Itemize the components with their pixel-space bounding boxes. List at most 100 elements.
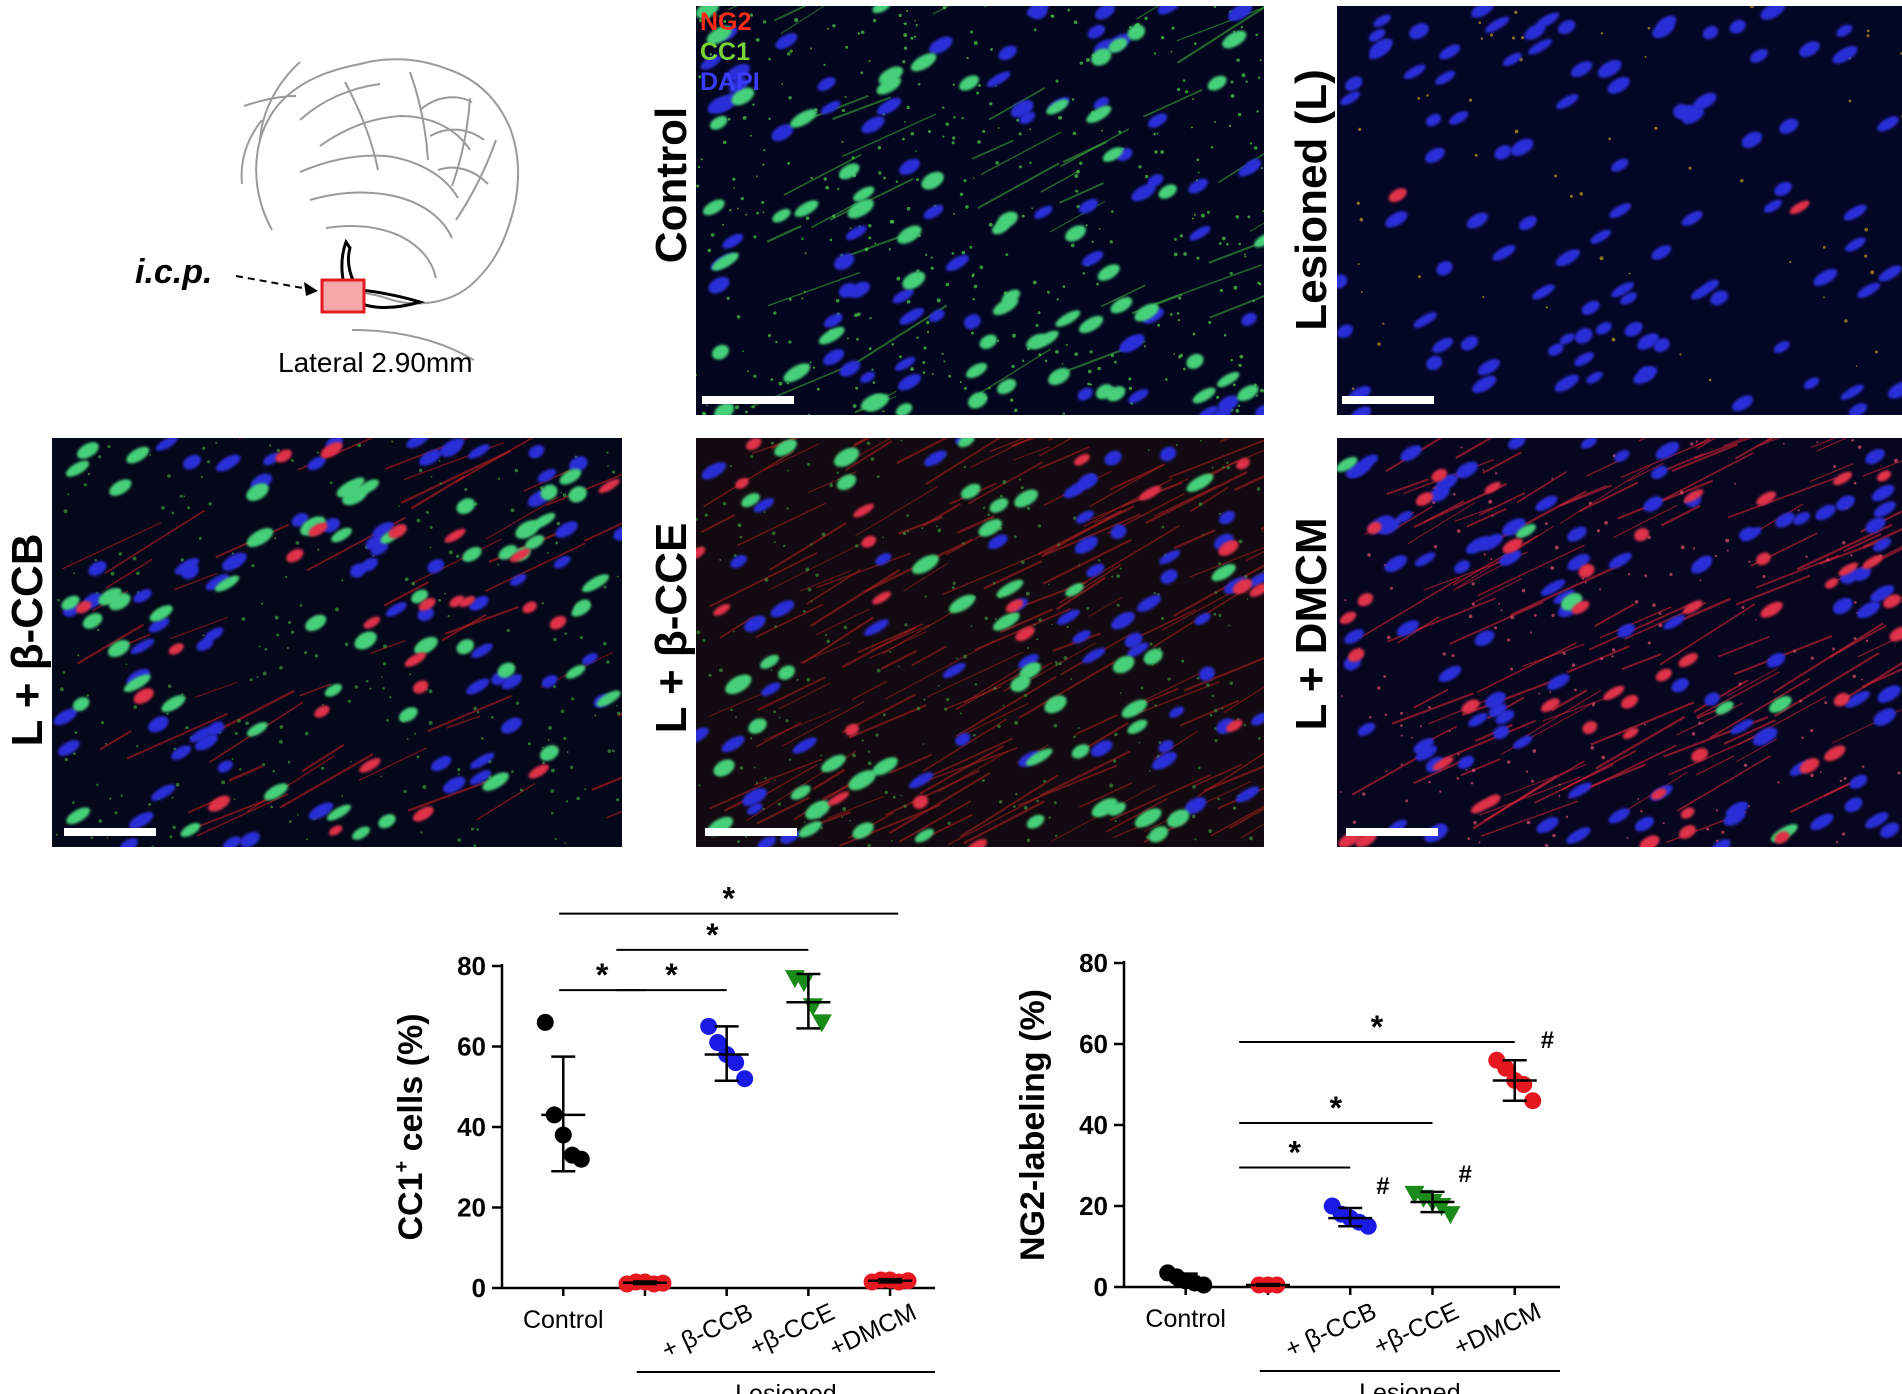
speckle — [564, 632, 568, 635]
speckle — [745, 835, 748, 839]
speckle — [83, 483, 87, 487]
speckle — [882, 536, 885, 539]
speckle — [1644, 55, 1647, 58]
speckle — [1157, 323, 1161, 327]
cell — [909, 772, 934, 789]
speckle — [1457, 753, 1460, 756]
cell — [1702, 25, 1719, 40]
cell — [894, 357, 916, 371]
speckle — [1116, 574, 1121, 579]
speckle — [903, 46, 908, 50]
cell — [510, 573, 527, 586]
speckle — [877, 145, 882, 150]
fiber — [400, 449, 512, 505]
cell — [928, 36, 953, 55]
speckle — [1025, 591, 1030, 596]
speckle — [118, 552, 123, 556]
speckle — [55, 833, 59, 836]
speckle — [1591, 703, 1595, 707]
speckle — [233, 798, 236, 800]
speckle — [915, 23, 919, 27]
speckle — [287, 760, 291, 764]
speckle — [1810, 773, 1814, 778]
cell — [1883, 594, 1901, 609]
speckle — [1109, 240, 1113, 244]
speckle — [978, 84, 981, 87]
cell — [459, 595, 476, 608]
data-point — [811, 1014, 832, 1033]
fiber — [1718, 635, 1770, 658]
speckle — [926, 330, 930, 334]
speckle — [801, 237, 804, 240]
speckle — [1411, 736, 1413, 739]
speckle — [937, 684, 940, 687]
fiber — [898, 516, 943, 535]
speckle — [1588, 501, 1592, 505]
cell — [912, 795, 929, 809]
fiber — [1461, 679, 1554, 717]
speckle — [775, 340, 778, 344]
cell — [1014, 489, 1039, 508]
fiber — [1208, 240, 1264, 264]
cell — [378, 814, 396, 829]
fiber — [1612, 504, 1678, 539]
cell — [1518, 216, 1537, 231]
speckle — [942, 106, 945, 109]
speckle — [1491, 514, 1494, 517]
cell — [696, 727, 709, 744]
speckle — [1590, 746, 1595, 750]
cell — [1617, 623, 1635, 638]
speckle — [732, 177, 736, 181]
cell — [66, 807, 91, 825]
speckle — [698, 784, 701, 787]
speckle — [902, 60, 906, 64]
cell — [1218, 540, 1239, 556]
cell — [1065, 583, 1084, 597]
fiber — [1696, 438, 1717, 450]
speckle — [915, 178, 919, 182]
speckle — [1176, 312, 1180, 315]
speckle — [1533, 614, 1537, 617]
cell — [1870, 585, 1895, 603]
speckle — [322, 703, 324, 706]
cell — [1680, 807, 1695, 819]
speckle — [566, 800, 569, 803]
cell — [746, 438, 762, 451]
cell — [722, 233, 744, 249]
speckle — [57, 598, 60, 602]
cell — [320, 442, 343, 459]
speckle — [1256, 487, 1261, 491]
speckle — [767, 333, 771, 338]
speckle — [752, 405, 755, 409]
speckle — [1209, 713, 1213, 717]
cell — [902, 271, 926, 290]
speckle — [836, 471, 839, 475]
speckle — [1894, 458, 1898, 463]
speckle — [1226, 466, 1230, 470]
cell — [966, 362, 988, 379]
fiber — [806, 568, 862, 605]
speckle — [448, 550, 453, 555]
speckle — [1230, 358, 1234, 362]
fiber — [1210, 805, 1264, 837]
speckle — [829, 483, 833, 488]
cell — [753, 498, 774, 513]
speckle — [816, 387, 820, 391]
fiber — [925, 438, 1002, 485]
speckle — [1688, 166, 1692, 170]
speckle — [972, 177, 975, 180]
speckle — [956, 657, 959, 660]
cell — [997, 378, 1017, 395]
cell — [1691, 558, 1712, 574]
cell — [1651, 465, 1668, 479]
speckle — [706, 404, 708, 407]
speckle — [1218, 242, 1222, 245]
fiber — [369, 639, 406, 655]
speckle — [506, 628, 510, 633]
speckle — [1805, 555, 1808, 558]
cell — [344, 477, 365, 492]
cell — [109, 479, 132, 496]
speckle — [825, 633, 828, 637]
cell — [1457, 755, 1475, 769]
speckle — [1245, 80, 1248, 83]
